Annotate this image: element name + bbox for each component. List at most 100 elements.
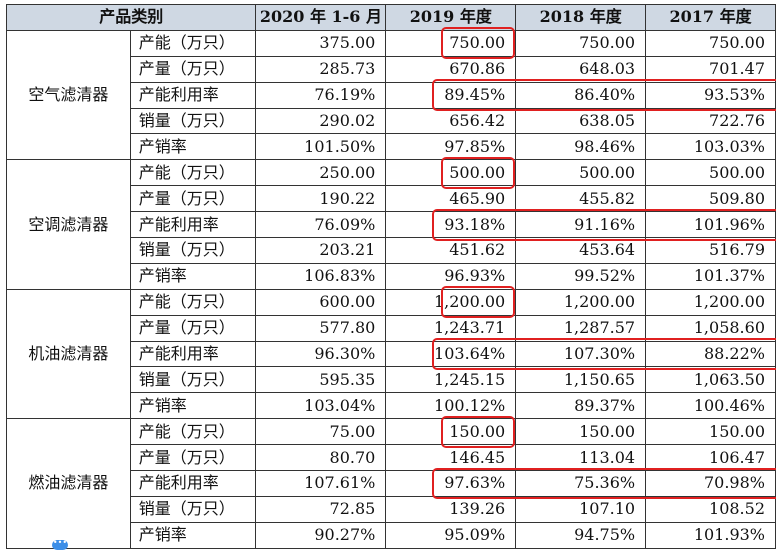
value-cell: 99.52%: [515, 262, 647, 290]
table-header-row: 产品类别 2020 年 1-6 月 2019 年度 2018 年度 2017 年…: [5, 4, 776, 31]
value-cell: 113.04: [515, 444, 647, 472]
metric-label: 销量（万只）: [129, 237, 257, 264]
value-cell: 250.00: [255, 159, 387, 187]
value-cell: 375.00: [255, 29, 387, 57]
value-cell: 455.82: [515, 185, 647, 213]
value-cell: 465.90: [385, 185, 517, 213]
table-row: 空调滤清器 产能（万只） 250.00 500.00 500.00 500.00: [6, 159, 776, 290]
table-row: 销量（万只） 290.02 656.42 638.05 722.76: [7, 107, 776, 135]
value-cell: 90.27%: [255, 521, 387, 549]
value-cell: 72.85: [255, 495, 387, 523]
value-cell: 509.80: [645, 185, 776, 213]
value-cell: 750.00: [385, 29, 517, 57]
table-row: 销量（万只） 595.35 1,245.15 1,150.65 1,063.50: [7, 366, 776, 394]
value-cell: 670.86: [385, 55, 517, 83]
value-cell: 1,200.00: [385, 288, 517, 316]
value-cell: 1,243.71: [385, 314, 517, 342]
value-cell: 595.35: [255, 366, 387, 394]
value-cell: 75.36%: [515, 470, 647, 497]
value-cell: 107.61%: [255, 470, 387, 497]
value-cell: 107.30%: [515, 340, 647, 368]
value-cell: 150.00: [515, 418, 647, 446]
value-cell: 101.93%: [645, 521, 776, 549]
value-cell: 98.46%: [515, 133, 647, 161]
metric-label: 产能（万只）: [129, 159, 257, 187]
table-row: 空气滤清器 产能（万只） 375.00 750.00 750.00 750.00: [6, 29, 776, 161]
category-cell: 空调滤清器: [6, 159, 131, 290]
table-row: 产量（万只） 80.70 146.45 113.04 106.47: [7, 444, 776, 472]
value-cell: 1,245.15: [385, 366, 517, 394]
table-row: 产量（万只） 577.80 1,243.71 1,287.57 1,058.60: [7, 314, 776, 342]
value-cell: 76.09%: [255, 211, 387, 239]
value-cell: 97.85%: [385, 133, 517, 161]
value-cell: 600.00: [255, 288, 387, 316]
value-cell: 107.10: [515, 495, 647, 523]
value-cell: 150.00: [645, 418, 776, 446]
capacity-table: 产品类别 2020 年 1-6 月 2019 年度 2018 年度 2017 年…: [5, 4, 776, 549]
value-cell: 701.47: [645, 55, 776, 83]
chat-bubble-icon[interactable]: •••: [52, 539, 68, 550]
table-row: 产量（万只） 190.22 465.90 455.82 509.80: [7, 185, 776, 213]
value-cell: 75.00: [255, 418, 387, 446]
value-cell: 203.21: [255, 237, 387, 264]
header-col-2018: 2018 年度: [515, 4, 647, 31]
value-cell: 750.00: [645, 29, 776, 57]
value-cell: 285.73: [255, 55, 387, 83]
metric-label: 产能利用率: [129, 340, 257, 368]
value-cell: 97.63%: [385, 470, 517, 497]
metric-label: 产量（万只）: [129, 444, 257, 472]
table-row: 机油滤清器 产能（万只） 600.00 1,200.00 1,200.00 1,200.0…: [6, 288, 776, 420]
value-cell: 93.18%: [385, 211, 517, 239]
value-cell: 89.37%: [515, 392, 647, 420]
value-cell: 93.53%: [645, 81, 776, 109]
metric-label: 产销率: [129, 133, 257, 161]
value-cell: 150.00: [385, 418, 517, 446]
value-cell: 1,150.65: [515, 366, 647, 394]
value-cell: 96.30%: [255, 340, 387, 368]
metric-label: 产量（万只）: [129, 55, 257, 83]
value-cell: 96.93%: [385, 262, 517, 290]
table-row: 销量（万只） 72.85 139.26 107.10 108.52: [7, 495, 776, 523]
header-col-2019: 2019 年度: [385, 4, 517, 31]
value-cell: 88.22%: [645, 340, 776, 368]
metric-label: 产销率: [129, 521, 257, 549]
value-cell: 103.04%: [255, 392, 387, 420]
value-cell: 146.45: [385, 444, 517, 472]
value-cell: 190.22: [255, 185, 387, 213]
metric-label: 产能（万只）: [129, 418, 257, 446]
value-cell: 638.05: [515, 107, 647, 135]
value-cell: 577.80: [255, 314, 387, 342]
table-row: 燃油滤清器 产能（万只） 75.00 150.00 150.00 150.00: [6, 418, 776, 549]
table-row: 产销率 101.50% 97.85% 98.46% 103.03%: [7, 133, 776, 161]
metric-label: 销量（万只）: [129, 107, 257, 135]
value-cell: 500.00: [385, 159, 517, 187]
value-cell: 103.64%: [385, 340, 517, 368]
value-cell: 516.79: [645, 237, 776, 264]
metric-label: 销量（万只）: [129, 366, 257, 394]
metric-label: 产量（万只）: [129, 185, 257, 213]
value-cell: 100.12%: [385, 392, 517, 420]
value-cell: 290.02: [255, 107, 387, 135]
value-cell: 103.03%: [645, 133, 776, 161]
metric-label: 产销率: [129, 262, 257, 290]
metric-label: 销量（万只）: [129, 495, 257, 523]
value-cell: 70.98%: [645, 470, 776, 497]
value-cell: 101.37%: [645, 262, 776, 290]
header-col-2017: 2017 年度: [645, 4, 776, 31]
value-cell: 106.83%: [255, 262, 387, 290]
value-cell: 76.19%: [255, 81, 387, 109]
value-cell: 1,200.00: [515, 288, 647, 316]
value-cell: 648.03: [515, 55, 647, 83]
value-cell: 1,063.50: [645, 366, 776, 394]
value-cell: 86.40%: [515, 81, 647, 109]
value-cell: 108.52: [645, 495, 776, 523]
value-cell: 106.47: [645, 444, 776, 472]
value-cell: 500.00: [645, 159, 776, 187]
category-cell: 空气滤清器: [6, 29, 131, 161]
value-cell: 101.96%: [645, 211, 776, 239]
value-cell: 500.00: [515, 159, 647, 187]
table-row: 产量（万只） 285.73 670.86 648.03 701.47: [7, 55, 776, 83]
table-row: 产能利用率 96.30% 103.64% 107.30% 88.22%: [7, 340, 776, 368]
metric-label: 产量（万只）: [129, 314, 257, 342]
value-cell: 89.45%: [385, 81, 517, 109]
